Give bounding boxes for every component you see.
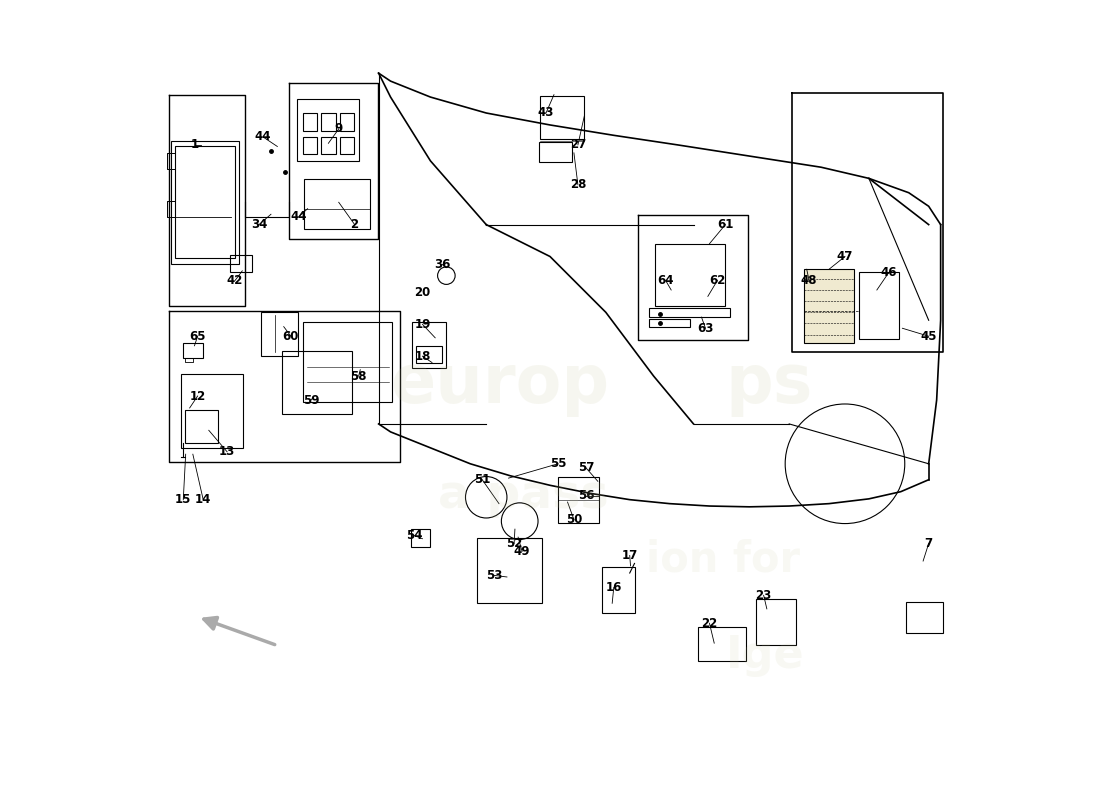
Text: 63: 63 [697, 322, 714, 334]
Bar [411, 529, 430, 546]
Text: a pass: a pass [439, 473, 609, 518]
Bar [262, 311, 298, 356]
Bar [905, 602, 943, 633]
Text: 17: 17 [621, 549, 638, 562]
Text: 20: 20 [415, 286, 430, 299]
Bar [172, 141, 239, 265]
Text: 64: 64 [658, 274, 674, 287]
Text: 13: 13 [219, 446, 235, 458]
Text: 61: 61 [717, 218, 734, 231]
Text: 43: 43 [538, 106, 554, 119]
Bar [803, 270, 854, 342]
Bar [649, 307, 730, 317]
Text: 28: 28 [570, 178, 586, 191]
Text: 48: 48 [801, 274, 817, 287]
Bar [540, 96, 584, 138]
Text: 9: 9 [334, 122, 343, 135]
Bar [476, 538, 542, 603]
Bar [602, 566, 636, 613]
Bar [649, 318, 691, 326]
Bar [175, 146, 235, 258]
Text: 44: 44 [290, 210, 307, 223]
Text: 22: 22 [702, 617, 717, 630]
Bar [302, 137, 317, 154]
Bar [340, 137, 354, 154]
Text: 16: 16 [606, 581, 621, 594]
Text: ps: ps [725, 351, 813, 417]
Text: 14: 14 [195, 493, 211, 506]
Text: 59: 59 [302, 394, 319, 406]
Bar [305, 179, 370, 229]
Bar [321, 113, 336, 130]
Text: 55: 55 [550, 458, 566, 470]
Text: ion for: ion for [646, 538, 800, 581]
Text: 15: 15 [175, 493, 191, 506]
Bar [756, 598, 795, 645]
Text: 52: 52 [506, 537, 522, 550]
Text: 27: 27 [570, 138, 586, 151]
Text: 47: 47 [837, 250, 854, 263]
Text: 62: 62 [710, 274, 726, 287]
Bar [185, 410, 219, 443]
Text: 58: 58 [351, 370, 367, 382]
Text: Ige: Ige [725, 634, 804, 677]
Bar [558, 477, 600, 522]
Text: 49: 49 [514, 545, 530, 558]
Bar [230, 255, 252, 273]
Text: 44: 44 [255, 130, 272, 143]
Text: 54: 54 [406, 529, 422, 542]
Bar [539, 142, 572, 162]
Bar [184, 343, 204, 358]
Text: 45: 45 [921, 330, 937, 342]
Bar [321, 137, 336, 154]
Bar [859, 273, 899, 339]
Text: 56: 56 [578, 489, 594, 502]
Text: 36: 36 [434, 258, 451, 271]
Bar [412, 322, 447, 368]
Text: 19: 19 [415, 318, 430, 330]
Text: 34: 34 [251, 218, 267, 231]
Text: 23: 23 [756, 589, 772, 602]
Text: 18: 18 [415, 350, 430, 362]
Text: 42: 42 [227, 274, 243, 287]
Text: 60: 60 [283, 330, 299, 342]
Text: 46: 46 [881, 266, 898, 279]
Text: 1: 1 [191, 138, 199, 151]
Text: 51: 51 [474, 474, 491, 486]
Text: 57: 57 [578, 462, 594, 474]
Text: 65: 65 [189, 330, 206, 342]
Bar [282, 351, 352, 414]
Bar [302, 322, 392, 402]
Text: 7: 7 [925, 537, 933, 550]
Bar [656, 244, 725, 306]
Bar [698, 627, 746, 661]
Text: 12: 12 [189, 390, 206, 402]
Text: 50: 50 [565, 513, 582, 526]
Text: 53: 53 [486, 569, 503, 582]
Text: europ: europ [390, 351, 609, 417]
Bar [416, 346, 442, 363]
Bar [340, 113, 354, 130]
Bar [302, 113, 317, 130]
Bar [297, 98, 360, 161]
Text: 2: 2 [351, 218, 359, 231]
Bar [180, 374, 243, 448]
